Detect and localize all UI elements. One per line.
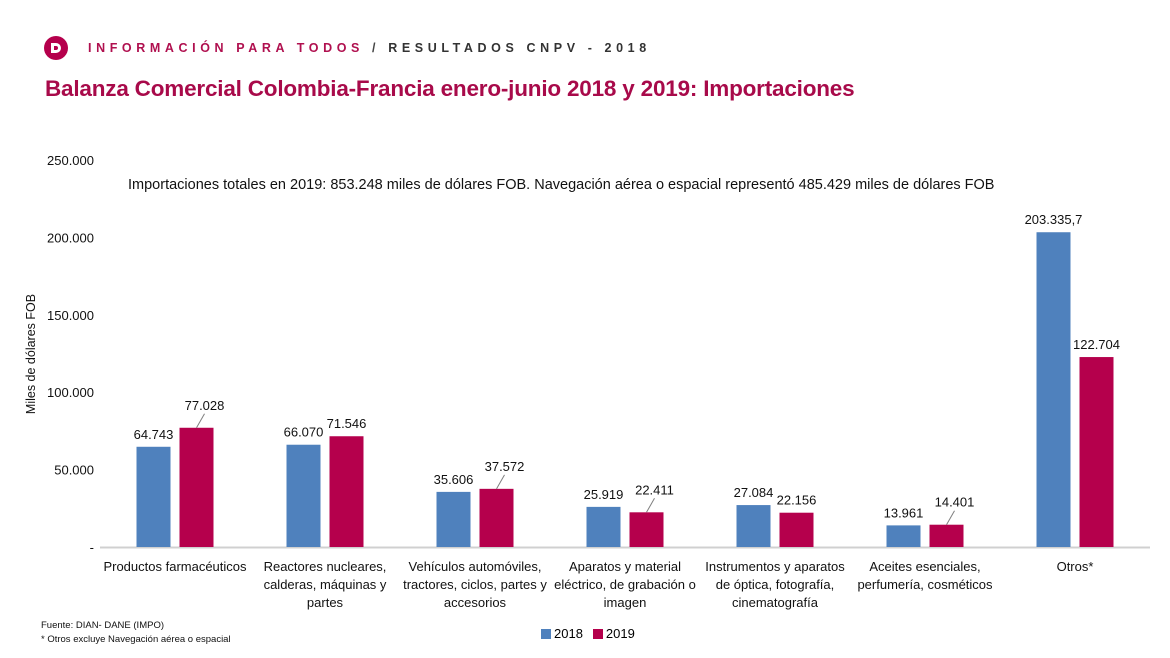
x-tick-label: imagen: [604, 595, 647, 610]
data-label: 22.156: [777, 493, 817, 508]
x-tick-label: Aceites esenciales,: [869, 559, 980, 574]
tagline-separator: /: [363, 41, 389, 55]
y-tick-label: 100.000: [47, 385, 94, 400]
y-tick-label: -: [90, 540, 94, 555]
data-label-leader: [646, 498, 655, 513]
legend-swatch-2018: [541, 628, 551, 639]
bar-2019: [179, 427, 214, 547]
x-tick-label: de óptica, fotografía,: [716, 577, 835, 592]
y-axis-title: Miles de dólares FOB: [24, 294, 38, 414]
x-tick-label: Instrumentos y aparatos: [705, 559, 845, 574]
bar-2019: [479, 488, 514, 547]
y-tick-label: 50.000: [54, 463, 94, 478]
x-tick-label: Aparatos y material: [569, 559, 681, 574]
bar-2019: [779, 512, 814, 547]
y-tick-label: 250.000: [47, 153, 94, 168]
legend-item-2018: 2018: [541, 626, 583, 641]
data-label: 22.411: [635, 482, 674, 497]
bar-2019: [929, 524, 964, 547]
bar-2018: [586, 506, 621, 547]
data-label: 25.919: [584, 487, 624, 502]
chart-annotation: Importaciones totales en 2019: 853.248 m…: [128, 177, 995, 193]
legend-item-2019: 2019: [592, 626, 635, 641]
data-label-leader: [946, 510, 955, 525]
header: INFORMACIÓN PARA TODOS / RESULTADOS CNPV…: [44, 36, 651, 60]
dane-logo-icon: [44, 36, 68, 60]
data-label: 203.335,7: [1025, 212, 1083, 227]
bar-2018: [736, 505, 771, 547]
x-tick-label: Otros*: [1057, 559, 1094, 574]
x-tick-label: tractores, ciclos, partes y: [403, 577, 547, 592]
x-tick-label: Reactores nucleares,: [264, 559, 387, 574]
footnote: * Otros excluye Navegación aérea o espac…: [41, 634, 231, 645]
bar-2018: [1036, 232, 1071, 548]
x-tick-label: perfumería, cosméticos: [857, 577, 993, 592]
data-label-leader: [196, 413, 205, 429]
x-tick-label: eléctrico, de grabación o: [554, 577, 696, 592]
x-tick-label: calderas, máquinas y: [264, 577, 387, 592]
page-title: Balanza Comercial Colombia-Francia enero…: [45, 76, 855, 101]
data-label: 14.401: [935, 495, 975, 510]
data-label: 71.546: [327, 416, 367, 431]
x-tick-label: accesorios: [444, 595, 507, 610]
x-tick-label: Vehículos automóviles,: [409, 559, 542, 574]
x-tick-label: partes: [307, 595, 344, 610]
tagline: INFORMACIÓN PARA TODOS / RESULTADOS CNPV…: [88, 41, 651, 55]
source-note: Fuente: DIAN- DANE (IMPO): [41, 620, 164, 631]
data-label: 64.743: [134, 427, 174, 442]
data-label: 35.606: [434, 472, 474, 487]
x-tick-label: cinematografía: [732, 595, 819, 610]
bar-2018: [286, 444, 321, 547]
tagline-part1: INFORMACIÓN PARA TODOS: [88, 41, 364, 55]
bar-2019: [1079, 357, 1114, 547]
y-tick-label: 200.000: [47, 230, 94, 245]
bar-2019: [329, 436, 364, 547]
data-label: 27.084: [734, 485, 774, 500]
data-label: 122.704: [1073, 337, 1120, 352]
bar-2018: [886, 525, 921, 547]
data-label: 37.572: [485, 459, 525, 474]
y-tick-label: 150.000: [47, 308, 94, 323]
chart-legend: 2018 2019: [541, 626, 645, 641]
data-label: 77.028: [185, 398, 225, 413]
data-label-leader: [496, 474, 505, 490]
legend-label-2018: 2018: [554, 626, 583, 641]
data-label: 13.961: [884, 505, 924, 520]
x-tick-label: Productos farmacéuticos: [103, 559, 247, 574]
tagline-part2: RESULTADOS CNPV - 2018: [388, 41, 651, 55]
bar-2018: [436, 491, 471, 547]
legend-label-2019: 2019: [605, 626, 635, 641]
bar-2018: [136, 446, 171, 547]
legend-swatch-2019: [592, 628, 603, 639]
bar-2019: [629, 512, 664, 547]
data-label: 66.070: [284, 425, 324, 440]
